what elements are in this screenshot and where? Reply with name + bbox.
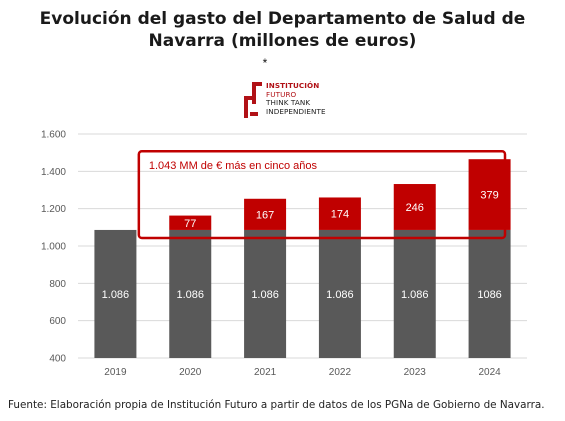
y-tick-label: 400 xyxy=(49,354,66,365)
logo-line-2: FUTURO xyxy=(266,89,297,99)
bar-base xyxy=(318,229,361,358)
logo-line-3: THINK TANK xyxy=(266,98,311,108)
x-tick-label: 2022 xyxy=(329,367,352,378)
bar-increase xyxy=(244,198,287,230)
annotation-box xyxy=(137,149,507,240)
bar-increase xyxy=(169,215,212,230)
y-tick-label: 1.400 xyxy=(41,167,66,178)
bar-base-label: 1.086 xyxy=(251,289,279,301)
chart-title: Evolución del gasto del Departamento de … xyxy=(0,8,565,52)
bar-base xyxy=(468,229,511,358)
bar-base-label: 1086 xyxy=(477,289,501,301)
bar-base xyxy=(244,229,287,358)
source-note: Fuente: Elaboración propia de Institució… xyxy=(8,399,545,411)
bar-base-label: 1.086 xyxy=(401,289,429,301)
x-tick-label: 2021 xyxy=(254,367,277,378)
bar-increase-label: 246 xyxy=(406,202,424,214)
logo-icon xyxy=(244,82,262,118)
logo-text: INSTITUCIÓN FUTURO THINK TANK INDEPENDIE… xyxy=(266,81,326,116)
annotation-text: 1.043 MM de € más en cinco años xyxy=(149,160,318,172)
title-line-2: Navarra (millones de euros) xyxy=(148,31,417,51)
bar-base xyxy=(94,229,137,358)
bar-increase-label: 379 xyxy=(480,190,498,202)
logo-line-4: INDEPENDIENTE xyxy=(266,106,326,116)
bar-base xyxy=(169,229,212,358)
y-tick-label: 1.600 xyxy=(41,130,66,141)
y-tick-label: 600 xyxy=(49,316,66,327)
institucion-futuro-logo: INSTITUCIÓN FUTURO THINK TANK INDEPENDIE… xyxy=(244,80,354,122)
bar-increase-label: 167 xyxy=(256,209,274,221)
x-tick-label: 2019 xyxy=(104,367,127,378)
bar-increase xyxy=(468,159,511,230)
asterisk-marker: * xyxy=(262,56,268,70)
bar-increase xyxy=(318,197,361,230)
x-tick-label: 2024 xyxy=(478,367,501,378)
logo-line-1: INSTITUCIÓN xyxy=(266,81,320,90)
bar-base-label: 1.086 xyxy=(102,289,130,301)
y-tick-label: 1.200 xyxy=(41,204,66,215)
bar-base-label: 1.086 xyxy=(326,289,354,301)
bar-base xyxy=(393,229,436,358)
bar-base-label: 1.086 xyxy=(176,289,204,301)
title-line-1: Evolución del gasto del Departamento de … xyxy=(39,9,526,29)
x-tick-label: 2020 xyxy=(179,367,202,378)
y-tick-label: 800 xyxy=(49,279,66,290)
x-tick-label: 2023 xyxy=(404,367,427,378)
y-tick-label: 1.000 xyxy=(41,242,66,253)
bar-increase-label: 174 xyxy=(331,209,349,221)
bar-increase-label: 77 xyxy=(184,218,196,230)
bar-increase xyxy=(393,184,436,230)
